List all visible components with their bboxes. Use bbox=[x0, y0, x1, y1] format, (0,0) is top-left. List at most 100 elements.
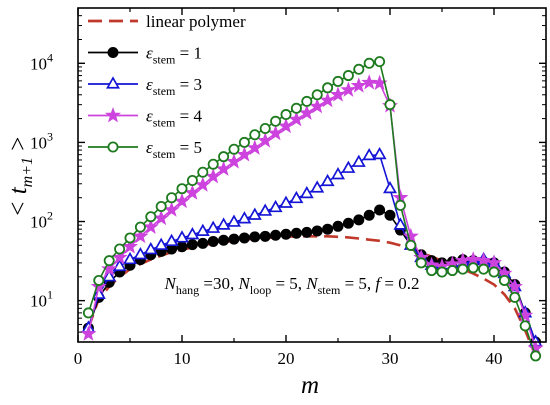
data-point bbox=[268, 199, 283, 213]
data-point bbox=[319, 91, 336, 108]
data-point bbox=[402, 227, 419, 244]
data-point bbox=[350, 77, 367, 93]
data-point bbox=[225, 153, 243, 169]
data-point bbox=[498, 274, 510, 286]
x-tick-label: 10 bbox=[174, 349, 191, 368]
data-point bbox=[384, 99, 396, 111]
data-point bbox=[363, 57, 375, 69]
data-series-layer bbox=[80, 56, 544, 362]
data-point bbox=[341, 160, 356, 173]
data-point bbox=[267, 124, 284, 141]
data-point bbox=[394, 199, 406, 211]
data-point bbox=[218, 151, 230, 163]
data-point bbox=[340, 81, 357, 97]
data-point bbox=[227, 214, 241, 227]
data-point bbox=[186, 175, 198, 187]
data-point bbox=[426, 265, 438, 277]
data-point bbox=[299, 185, 314, 199]
data-point bbox=[249, 231, 261, 243]
data-point bbox=[121, 238, 139, 254]
data-point bbox=[206, 220, 221, 233]
legend-label: εstem = 4 bbox=[146, 107, 202, 130]
data-point bbox=[530, 350, 542, 362]
data-point bbox=[277, 117, 295, 134]
data-point bbox=[176, 183, 188, 195]
data-point bbox=[197, 166, 209, 178]
data-point bbox=[194, 176, 211, 192]
data-point bbox=[259, 230, 271, 242]
data-point bbox=[257, 132, 274, 148]
data-point bbox=[176, 241, 188, 253]
x-tick-label: 20 bbox=[278, 349, 295, 368]
y-tick-label: 104 bbox=[30, 50, 53, 73]
data-point bbox=[106, 76, 120, 89]
data-point bbox=[322, 82, 334, 94]
data-point bbox=[298, 104, 315, 120]
data-point bbox=[383, 180, 397, 194]
data-point bbox=[102, 269, 117, 282]
legend-label: εstem = 3 bbox=[146, 75, 202, 98]
data-point bbox=[238, 232, 250, 244]
data-point bbox=[218, 234, 230, 246]
data-point bbox=[175, 230, 189, 243]
series-4 bbox=[82, 56, 542, 362]
data-point bbox=[107, 141, 119, 153]
data-point bbox=[342, 70, 354, 82]
data-point bbox=[228, 143, 240, 155]
data-point bbox=[143, 242, 158, 255]
legend: linear polymer εstem = 1 εstem = 3 εstem = … bbox=[88, 12, 246, 161]
data-point bbox=[93, 274, 105, 286]
data-point bbox=[270, 115, 282, 127]
data-point bbox=[374, 56, 386, 68]
data-point bbox=[246, 139, 263, 155]
y-tick-label: 103 bbox=[30, 129, 53, 152]
data-point bbox=[289, 190, 304, 204]
x-tick-label: 40 bbox=[486, 349, 503, 368]
data-point bbox=[133, 247, 148, 260]
data-point bbox=[342, 217, 354, 229]
plot-frame bbox=[77, 7, 547, 343]
legend-item-1: εstem = 1 bbox=[88, 44, 202, 67]
data-point bbox=[238, 136, 250, 148]
parameter-annotation: Nhang =30, Nloop = 5, Nstem = 5, f = 0.2 bbox=[164, 274, 420, 297]
data-point bbox=[475, 252, 492, 268]
data-point bbox=[405, 239, 417, 251]
data-point bbox=[322, 223, 334, 235]
x-tick-label: 30 bbox=[382, 349, 399, 368]
data-point bbox=[80, 325, 97, 341]
axes-layer: 0 10 20 30 40 101 102 103 104 bbox=[30, 8, 546, 368]
data-point bbox=[124, 232, 136, 244]
data-point bbox=[107, 47, 119, 59]
data-point bbox=[207, 158, 219, 170]
data-point bbox=[215, 160, 232, 176]
data-point bbox=[104, 107, 122, 123]
data-point bbox=[467, 262, 479, 274]
data-point bbox=[197, 237, 209, 249]
data-point bbox=[332, 75, 344, 87]
y-axis-title-main: < t bbox=[5, 186, 32, 217]
legend-label: εstem = 1 bbox=[146, 44, 202, 67]
series-2 bbox=[81, 146, 543, 347]
data-point bbox=[329, 86, 347, 102]
data-point bbox=[436, 266, 448, 278]
data-point bbox=[309, 97, 326, 114]
data-point bbox=[134, 221, 146, 233]
y-tick-label: 101 bbox=[30, 288, 53, 311]
data-point bbox=[290, 227, 302, 239]
data-point bbox=[145, 211, 157, 223]
data-point bbox=[164, 233, 179, 247]
legend-label: εstem = 5 bbox=[146, 138, 202, 161]
data-point bbox=[236, 146, 253, 162]
data-point bbox=[207, 235, 219, 247]
data-point bbox=[132, 227, 149, 244]
data-point bbox=[415, 257, 427, 269]
data-point bbox=[101, 260, 118, 276]
data-point bbox=[478, 263, 490, 275]
data-point bbox=[216, 217, 231, 230]
legend-label: linear polymer bbox=[146, 12, 246, 31]
data-point bbox=[361, 74, 378, 90]
legend-item-2: εstem = 3 bbox=[88, 75, 202, 98]
data-point bbox=[142, 218, 159, 234]
data-point bbox=[384, 209, 396, 221]
y-tick-label: 102 bbox=[30, 209, 53, 232]
